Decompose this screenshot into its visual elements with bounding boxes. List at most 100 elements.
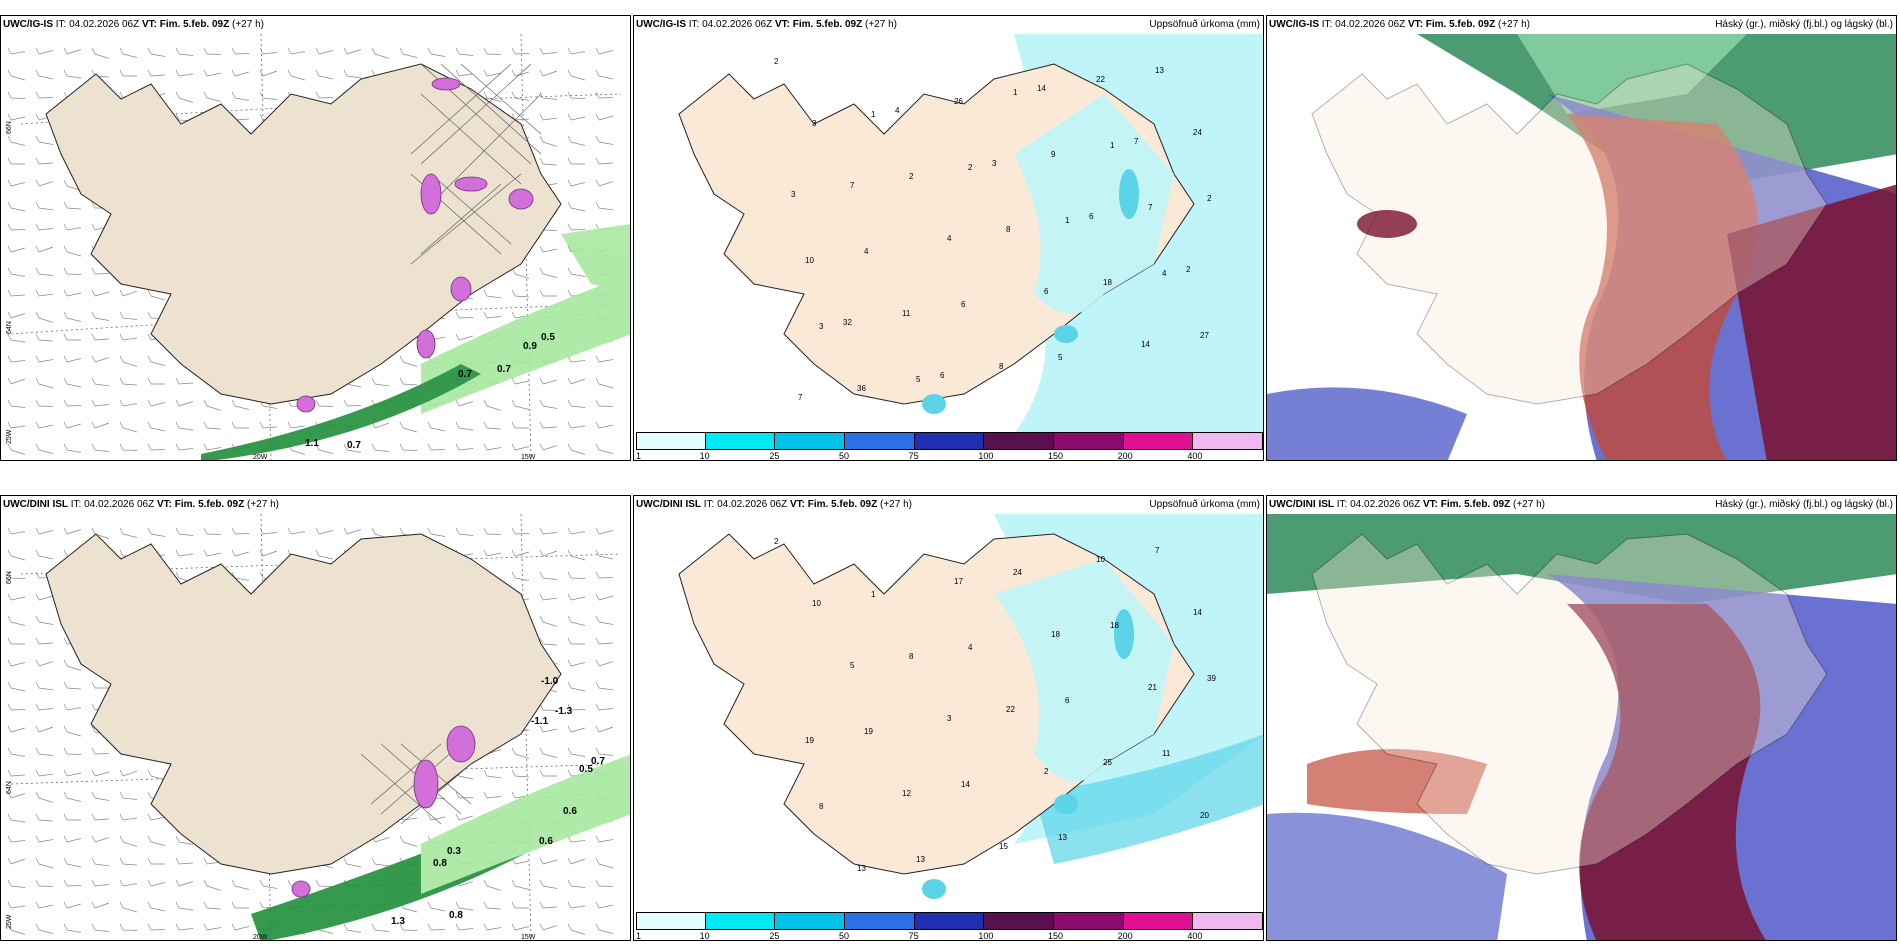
precip-colorbar: 1 10 25 50 75 100 150 200 400: [636, 912, 1263, 941]
wind-barb: [343, 527, 362, 535]
precip-amount-label: 2: [1186, 265, 1191, 274]
wind-barb: [567, 421, 586, 429]
wind-barb: [7, 571, 26, 579]
wind-barb: [63, 703, 82, 711]
wind-barb: [63, 443, 82, 453]
precip-amount-label: 32: [843, 318, 852, 327]
wind-barb: [63, 923, 82, 933]
wind-barb: [35, 179, 54, 187]
lon-label: 25W: [6, 429, 13, 444]
panel-right-title: Uppsöfnuð úrkoma (mm): [1149, 19, 1260, 30]
wind-barb: [595, 901, 614, 909]
wind-barb: [7, 527, 26, 535]
wind-barb: [91, 857, 110, 867]
wind-barb: [91, 769, 110, 777]
wind-barb: [511, 399, 530, 410]
wind-barb: [231, 399, 250, 410]
wind-barb: [483, 549, 502, 557]
colorbar-swatch: [984, 432, 1054, 450]
wind-barb: [595, 527, 614, 535]
precip-amount-label: 1: [871, 110, 876, 119]
wind-barb: [175, 857, 194, 865]
wind-barb: [63, 879, 82, 887]
precip-amount-label: 39: [1207, 674, 1216, 683]
precip-amount-label: 6: [961, 300, 966, 309]
precip-amount-label: 1: [871, 590, 876, 599]
label-value: 0.8: [449, 910, 463, 921]
wind-barb: [7, 223, 26, 231]
colorbar-tick: 75: [908, 931, 919, 941]
wind-barb: [35, 857, 54, 869]
wind-barb: [91, 901, 110, 909]
precip-amount-label: 8: [999, 362, 1004, 371]
wind-barb: [147, 47, 166, 57]
wind-barb: [539, 113, 558, 121]
wind-barb: [91, 289, 110, 297]
wind-barb: [595, 135, 614, 145]
wind-barb: [91, 311, 110, 321]
wind-barb: [567, 399, 586, 408]
wind-barb: [119, 377, 138, 386]
wind-barb: [7, 923, 26, 935]
precip-amount-label: 2: [909, 172, 914, 181]
wind-barb: [259, 47, 278, 55]
wind-barb: [567, 637, 585, 645]
label-value: 0.9: [523, 341, 537, 352]
colorbar-tick: 10: [699, 931, 710, 941]
wind-barb: [35, 91, 54, 99]
wind-barb: [567, 157, 585, 165]
wind-barb: [175, 421, 194, 431]
panel-right-title: Uppsöfnuð úrkoma (mm): [1149, 499, 1260, 510]
wind-barb: [567, 615, 586, 626]
precip-amount-label: 8: [1006, 225, 1011, 234]
wind-barb: [203, 91, 222, 102]
colorbar-swatch: [1054, 432, 1124, 450]
wind-barb: [315, 91, 334, 99]
iceland-land: [1311, 533, 1828, 875]
wind-barb: [35, 157, 54, 165]
iceland-land: [45, 63, 562, 405]
wind-barb: [147, 901, 166, 912]
wind-barb: [35, 289, 54, 297]
lat-label: 66N: [6, 121, 13, 134]
colorbar-tick: 1: [636, 931, 642, 941]
wind-barb: [511, 901, 529, 909]
wind-barb: [511, 289, 530, 298]
panel-top-middle-precip-map: UWC/IG-IS IT: 04.02.2026 06Z VT: Fim. 5.…: [633, 15, 1264, 461]
wind-barb: [399, 923, 418, 931]
wind-barb: [7, 69, 26, 81]
wind-barb: [7, 399, 26, 408]
precip-amount-label: 22: [1006, 705, 1015, 714]
wind-barb: [147, 421, 166, 432]
wind-barb: [175, 527, 194, 536]
wind-barb: [7, 615, 26, 626]
wind-barb: [567, 549, 586, 561]
wind-barb: [455, 901, 474, 911]
colorbar-tick: 100: [978, 451, 994, 461]
wind-barb: [567, 201, 586, 212]
wind-barb: [567, 725, 586, 733]
wind-barb: [567, 223, 586, 231]
wind-barb: [455, 311, 474, 319]
wind-barb: [231, 901, 249, 909]
precip-amount-label: 7: [1134, 137, 1139, 146]
wind-barb: [231, 47, 250, 55]
wind-barb: [595, 355, 614, 363]
map-canvas: -1.0 -1.3 -1.1 0.7 0.5 0.6 0.6 0.3 0.8 1…: [6, 514, 630, 940]
label-value: 0.8: [433, 858, 447, 869]
wind-barb: [595, 201, 614, 211]
wind-barb: [119, 835, 138, 847]
label-value: 0.6: [563, 806, 577, 817]
colorbar-swatch: [636, 432, 706, 450]
wind-barb: [7, 681, 26, 692]
wind-barb: [567, 135, 586, 146]
wind-barb: [427, 813, 446, 821]
wind-barb: [595, 637, 614, 645]
wind-barb: [567, 113, 586, 121]
wind-barb: [35, 791, 54, 803]
wind-barb: [231, 527, 250, 535]
wind-barb: [595, 549, 614, 560]
wind-barb: [91, 791, 110, 801]
wind-barb: [259, 69, 278, 77]
wind-barb: [231, 549, 250, 557]
